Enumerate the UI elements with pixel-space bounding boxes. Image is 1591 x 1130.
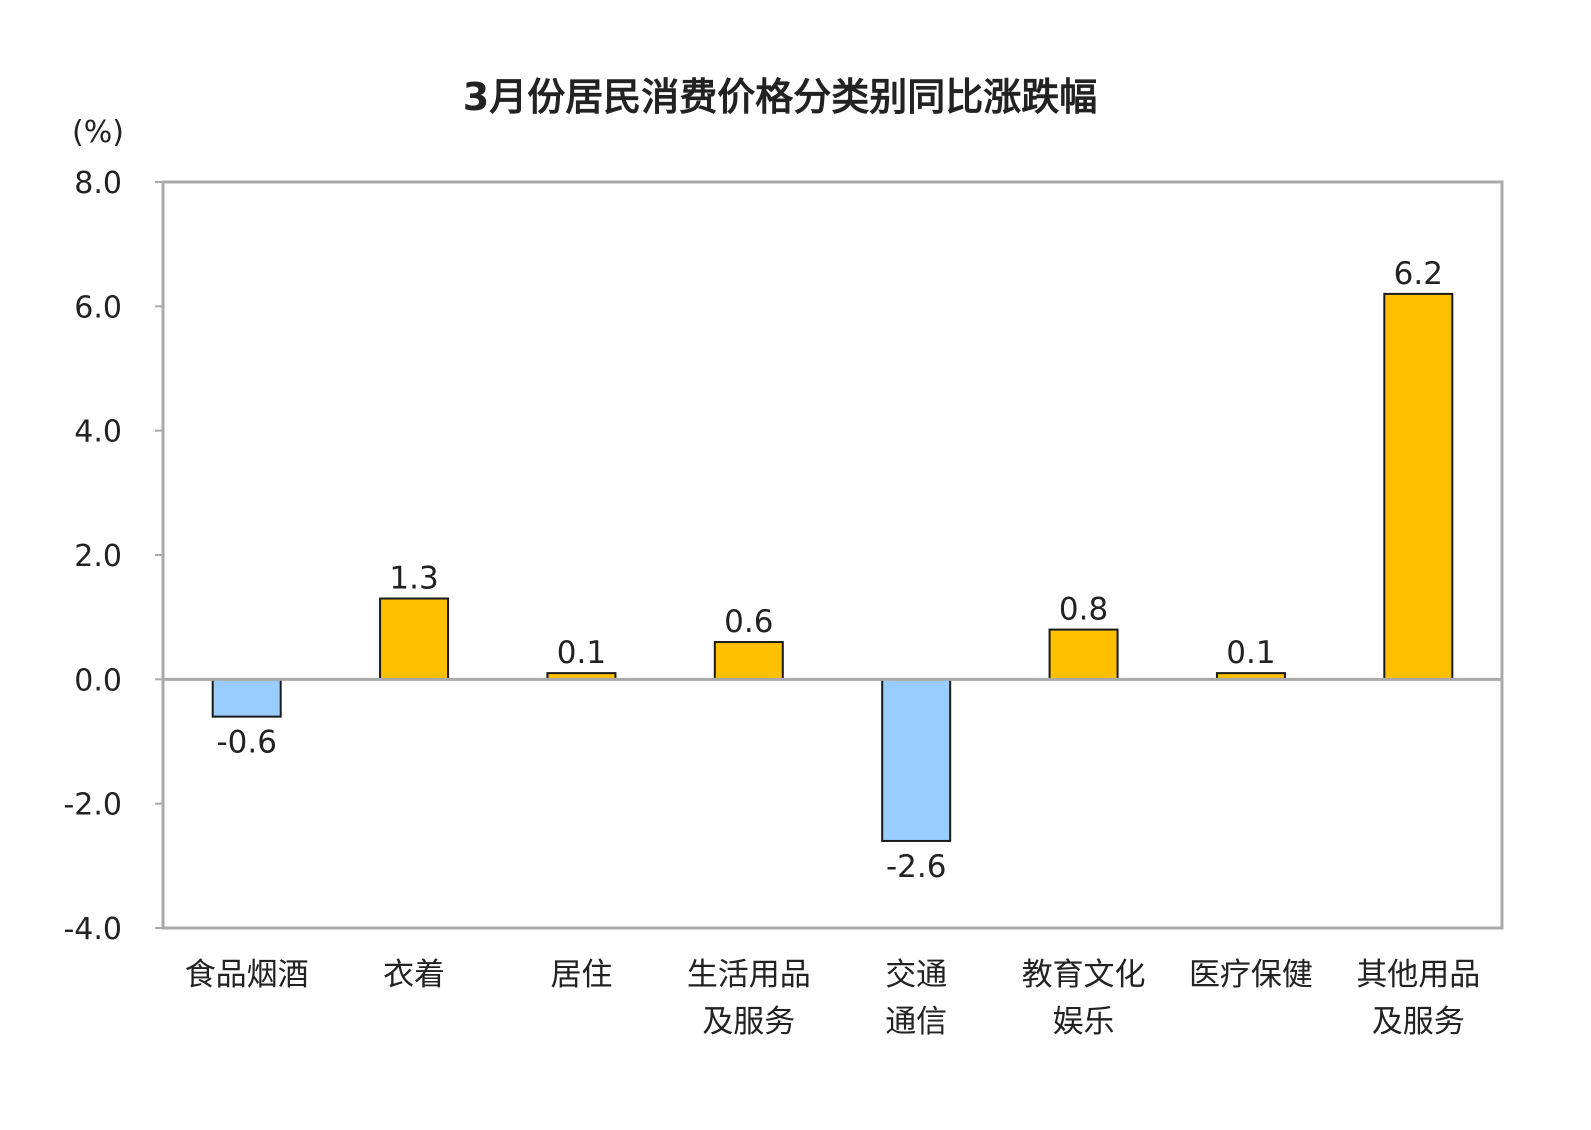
y-tick-label: 8.0 (74, 166, 122, 201)
bar (211, 678, 282, 718)
category-label: 其他用品 (1356, 957, 1480, 993)
y-tick-label: -4.0 (63, 912, 122, 947)
category-label: 食品烟酒 (185, 957, 309, 993)
bar (881, 678, 952, 842)
data-label: -2.6 (886, 849, 947, 885)
data-label: 0.1 (557, 635, 606, 671)
data-label: 0.6 (724, 604, 773, 640)
plot-frame (161, 180, 1504, 930)
bar (713, 641, 784, 681)
data-label: 0.1 (1226, 635, 1275, 671)
data-label: 1.3 (389, 561, 438, 597)
y-tick-label: 0.0 (74, 663, 122, 698)
category-label: 娱乐 (1053, 1004, 1115, 1040)
data-label: -0.6 (216, 725, 277, 761)
chart-title: 3月份居民消费价格分类别同比涨跌幅 (463, 75, 1097, 119)
category-label: 衣着 (383, 957, 445, 993)
bar (1048, 628, 1119, 681)
y-tick-label: 6.0 (74, 290, 122, 325)
bar (379, 597, 450, 681)
data-label: 0.8 (1059, 592, 1108, 628)
category-label: 医疗保健 (1189, 957, 1313, 993)
category-label: 通信 (885, 1004, 947, 1040)
category-label: 及服务 (702, 1004, 795, 1040)
category-label: 及服务 (1372, 1004, 1465, 1040)
bar (1383, 292, 1454, 681)
data-label: 6.2 (1394, 256, 1443, 292)
y-tick-label: -2.0 (63, 788, 122, 823)
category-label: 教育文化 (1022, 957, 1146, 993)
category-label: 交通 (885, 957, 947, 993)
y-tick-label: 2.0 (74, 539, 122, 574)
y-axis-unit: (%) (72, 115, 124, 150)
category-label: 生活用品 (687, 957, 811, 993)
category-label: 居住 (550, 957, 612, 993)
y-tick-label: 4.0 (74, 415, 122, 450)
